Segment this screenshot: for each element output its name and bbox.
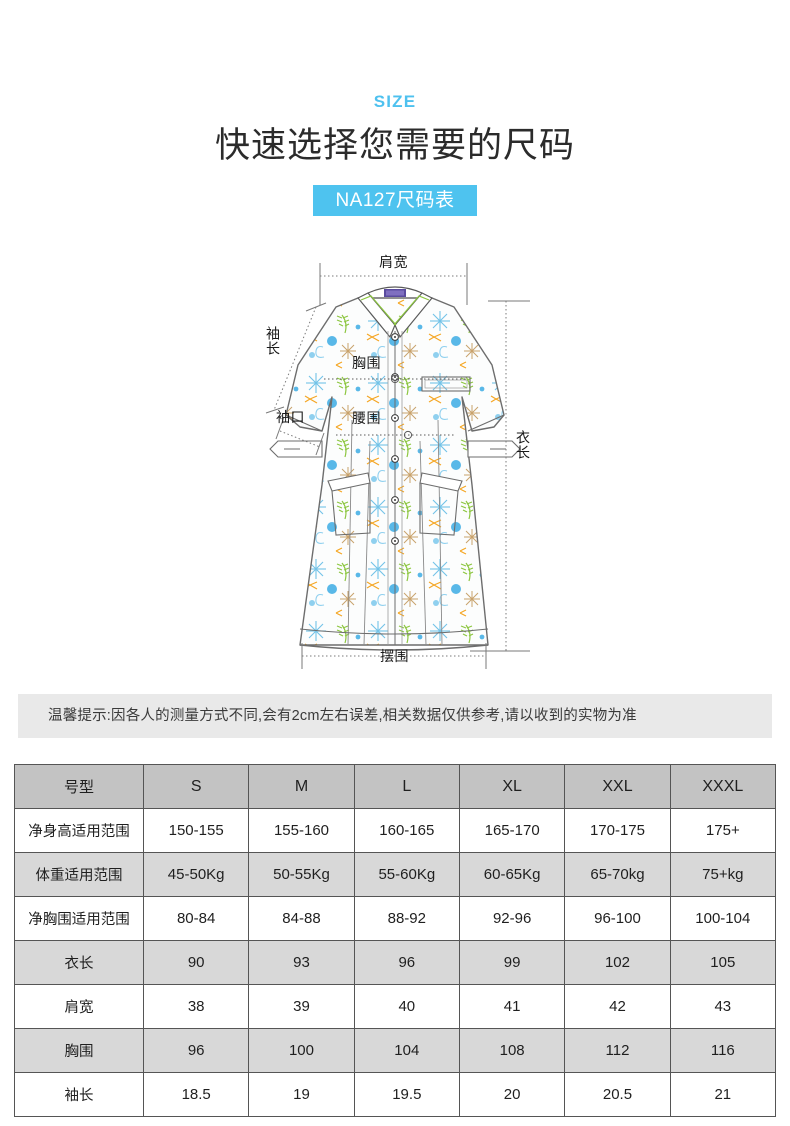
table-header-row: 号型 S M L XL XXL XXXL — [14, 764, 777, 809]
page-header: SIZE 快速选择您需要的尺码 NA127尺码表 — [0, 0, 790, 216]
table-cell: 105 — [669, 940, 777, 985]
table-cell: 21 — [669, 1072, 777, 1117]
table-cell: 100-104 — [669, 896, 777, 941]
table-row-label: 体重适用范围 — [14, 852, 144, 897]
table-cell: 20.5 — [564, 1072, 671, 1117]
label-bust: 胸围 — [352, 355, 381, 371]
shoulder-dimension — [319, 263, 468, 305]
garment-illustration — [265, 263, 530, 669]
table-cell: 93 — [248, 940, 355, 985]
garment-body — [269, 286, 521, 651]
table-cell: 19 — [248, 1072, 355, 1117]
garment-diagram — [240, 245, 560, 675]
table-row-label: 袖长 — [14, 1072, 144, 1117]
table-row-label: 净身高适用范围 — [14, 808, 144, 853]
label-garment-length: 衣长 — [515, 430, 531, 460]
table-row-label: 胸围 — [14, 1028, 144, 1073]
eyebrow-label: SIZE — [373, 92, 417, 111]
table-cell: 20 — [458, 1072, 566, 1117]
table-header-size: XL — [458, 764, 566, 809]
table-row-label: 衣长 — [14, 940, 144, 985]
label-shoulder-width: 肩宽 — [379, 254, 408, 270]
table-row: 净胸围适用范围 80-84 84-88 88-92 92-96 96-100 100-104 — [14, 896, 777, 941]
cuff-dimension — [275, 416, 325, 456]
table-cell: 39 — [248, 984, 355, 1029]
table-header-size: M — [248, 764, 355, 809]
table-cell: 80-84 — [142, 896, 250, 941]
label-waist: 腰围 — [352, 410, 381, 426]
table-cell: 104 — [353, 1028, 460, 1073]
label-cuff: 袖口 — [276, 409, 305, 425]
size-chart-badge: NA127尺码表 — [313, 185, 477, 216]
table-cell: 99 — [458, 940, 566, 985]
table-cell: 100 — [248, 1028, 355, 1073]
table-cell: 55-60Kg — [353, 852, 460, 897]
label-hem-width: 摆围 — [380, 648, 409, 664]
table-header-size: XXXL — [669, 764, 777, 809]
sleeve-length-dimension — [265, 302, 327, 414]
table-cell: 175+ — [669, 808, 777, 853]
table-cell: 96-100 — [564, 896, 671, 941]
table-cell: 112 — [564, 1028, 671, 1073]
table-header-metric: 号型 — [14, 764, 144, 809]
table-cell: 65-70kg — [564, 852, 671, 897]
table-row: 肩宽 38 39 40 41 42 43 — [14, 984, 777, 1029]
table-cell: 116 — [669, 1028, 777, 1073]
table-cell: 160-165 — [353, 808, 460, 853]
table-row-label: 净胸围适用范围 — [14, 896, 144, 941]
label-sleeve-length: 袖长 — [265, 326, 281, 356]
table-header-size: XXL — [564, 764, 671, 809]
table-cell: 165-170 — [458, 808, 566, 853]
table-row: 体重适用范围 45-50Kg 50-55Kg 55-60Kg 60-65Kg 65-70k… — [14, 852, 777, 897]
table-cell: 108 — [458, 1028, 566, 1073]
table-cell: 42 — [564, 984, 671, 1029]
table-cell: 96 — [142, 1028, 250, 1073]
table-header-size: S — [142, 764, 250, 809]
bust-dimension — [324, 374, 468, 384]
table-cell: 18.5 — [142, 1072, 250, 1117]
table-header-size: L — [353, 764, 460, 809]
table-cell: 45-50Kg — [142, 852, 250, 897]
table-row: 胸围 96 100 104 108 112 116 — [14, 1028, 777, 1073]
measurement-note: 温馨提示:因各人的测量方式不同,会有2cm左右误差,相关数据仅供参考,请以收到的… — [18, 694, 772, 738]
table-cell: 75+kg — [669, 852, 777, 897]
table-row: 净身高适用范围 150-155 155-160 160-165 165-170 170-1… — [14, 808, 777, 853]
table-cell: 92-96 — [458, 896, 566, 941]
table-row: 衣长 90 93 96 99 102 105 — [14, 940, 777, 985]
hem-dimension — [301, 643, 487, 669]
table-row-label: 肩宽 — [14, 984, 144, 1029]
table-cell: 40 — [353, 984, 460, 1029]
table-cell: 90 — [142, 940, 250, 985]
page-title: 快速选择您需要的尺码 — [214, 126, 575, 165]
size-table-body: 号型 S M L XL XXL XXXL 净身高适用范围 150-155 155-160 160-1… — [14, 764, 777, 1117]
table-cell: 150-155 — [142, 808, 250, 853]
measurement-note-text: 温馨提示:因各人的测量方式不同,会有2cm左右误差,相关数据仅供参考,请以收到的… — [48, 708, 637, 724]
table-cell: 102 — [564, 940, 671, 985]
table-cell: 19.5 — [353, 1072, 460, 1117]
table-row: 袖长 18.5 19 19.5 20 20.5 21 — [14, 1072, 777, 1117]
table-cell: 50-55Kg — [248, 852, 355, 897]
table-cell: 41 — [458, 984, 566, 1029]
size-table: 号型 S M L XL XXL XXXL 净身高适用范围 150-155 155-160 160-1… — [14, 764, 777, 1117]
badge-container: NA127尺码表 — [0, 185, 790, 216]
waist-dimension — [336, 430, 456, 440]
table-cell: 155-160 — [248, 808, 355, 853]
table-cell: 38 — [142, 984, 250, 1029]
table-cell: 60-65Kg — [458, 852, 566, 897]
garment-length-dimension — [470, 300, 530, 652]
table-cell: 88-92 — [353, 896, 460, 941]
table-cell: 84-88 — [248, 896, 355, 941]
table-cell: 96 — [353, 940, 460, 985]
table-cell: 43 — [669, 984, 777, 1029]
table-cell: 170-175 — [564, 808, 671, 853]
